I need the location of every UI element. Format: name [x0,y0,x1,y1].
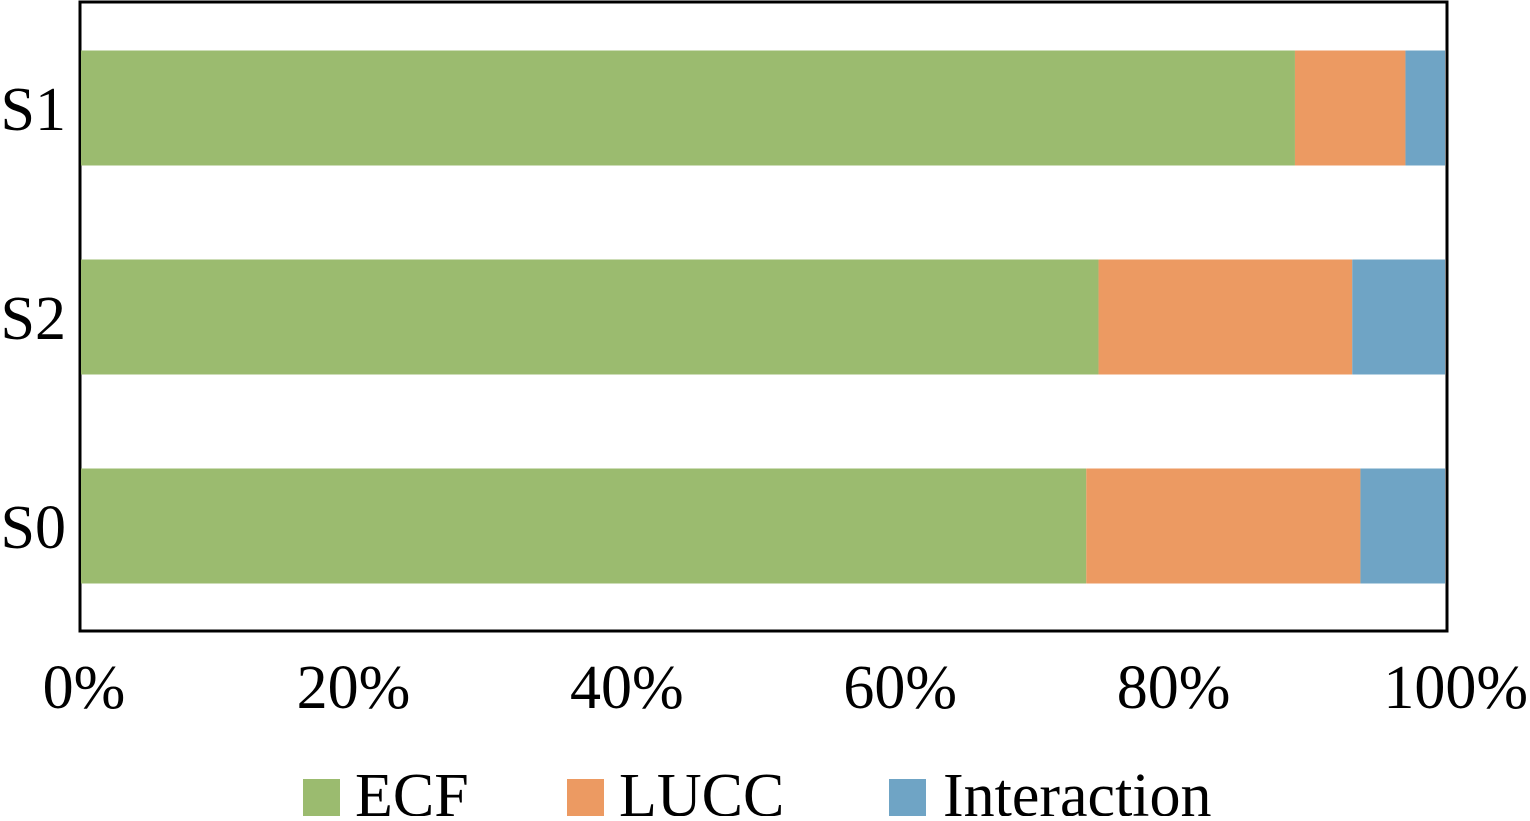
category-label-s2: S2 [1,285,66,353]
bar-s2-lucc [1098,259,1353,375]
legend-swatch-interaction [889,779,926,816]
bars-group [81,50,1445,584]
x-tick-label: 100% [1383,654,1528,722]
legend-swatch-lucc [567,779,604,816]
category-label-s0: S0 [1,494,66,562]
x-tick-label: 20% [297,654,411,722]
bar-s0-interaction [1360,468,1445,584]
x-tick-labels: 0% 20% 40% 60% 80% 100% [43,654,1528,722]
bar-s2-interaction [1352,259,1445,375]
bar-s1-interaction [1405,50,1445,166]
bar-s0-ecf [81,468,1087,584]
legend-label-lucc: LUCC [619,762,784,816]
bar-s1-ecf [81,50,1295,166]
legend-swatch-ecf [303,779,340,816]
plot-area [78,0,1449,633]
category-label-s1: S1 [1,76,66,144]
x-tick-label: 60% [843,654,957,722]
legend-label-interaction: Interaction [943,762,1212,816]
x-tick-label: 0% [43,654,126,722]
legend-label-ecf: ECF [355,762,469,816]
category-labels: S1 S2 S0 [1,76,66,562]
bar-s2-ecf [81,259,1099,375]
x-tick-label: 40% [570,654,684,722]
bar-s1-lucc [1294,50,1406,166]
legend: ECF LUCC Interaction [303,762,1212,821]
bar-s0-lucc [1086,468,1361,584]
plot-frame [78,0,1449,633]
x-tick-label: 80% [1117,654,1231,722]
